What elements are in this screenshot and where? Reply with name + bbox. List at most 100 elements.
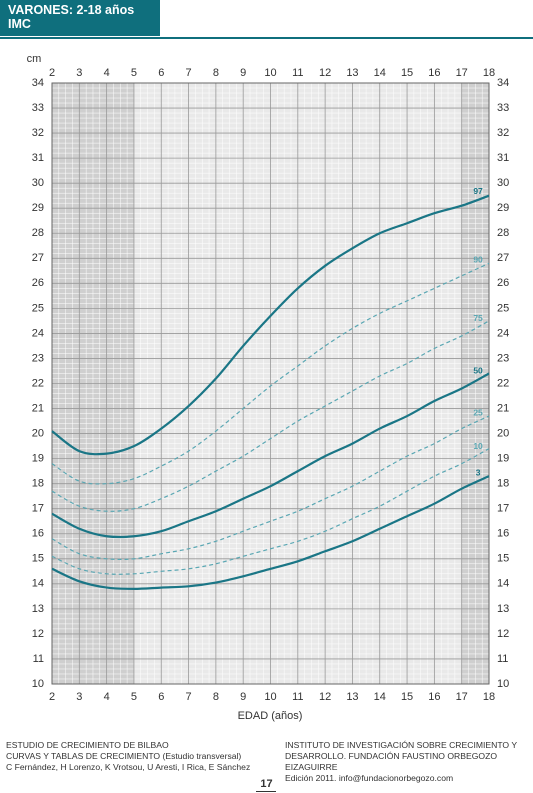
x-tick-label: 15	[401, 67, 413, 79]
x-tick-label: 14	[374, 691, 386, 703]
x-tick-label: 9	[240, 691, 246, 703]
legend-label: 50	[473, 366, 483, 376]
y-tick-label: 13	[32, 603, 44, 615]
y-tick-label: 30	[497, 177, 509, 189]
percentile-line	[51, 320, 490, 512]
y-tick-label: 16	[497, 528, 509, 540]
y-tick-label: 29	[32, 202, 44, 214]
y-tick-label: 31	[32, 152, 44, 164]
legend-label: 10	[473, 441, 483, 451]
percentile-line	[51, 372, 490, 539]
page-number-rule	[256, 791, 276, 792]
y-tick-label: 34	[497, 77, 509, 89]
x-tick-label: 5	[131, 691, 137, 703]
y-tick-label: 24	[32, 327, 44, 339]
y-tick-label: 19	[497, 453, 509, 465]
percentile-line	[51, 475, 490, 590]
percentile-line	[51, 415, 490, 561]
footer-line: INSTITUTO DE INVESTIGACIÓN SOBRE CRECIMI…	[285, 740, 518, 750]
y-tick-label: 32	[32, 127, 44, 139]
x-tick-label: 11	[292, 691, 303, 703]
y-tick-label: 27	[32, 252, 44, 264]
percentile-line	[51, 194, 490, 456]
header: VARONES: 2-18 años IMC	[0, 0, 160, 36]
x-tick-label: 15	[401, 691, 413, 703]
x-tick-label: 9	[240, 67, 246, 79]
x-tick-label: 2	[49, 67, 55, 79]
y-tick-label: 15	[32, 553, 44, 565]
y-tick-label: 12	[497, 628, 509, 640]
footer-right: INSTITUTO DE INVESTIGACIÓN SOBRE CRECIMI…	[285, 740, 533, 784]
x-tick-label: 17	[456, 67, 468, 79]
y-tick-label: 34	[32, 77, 44, 89]
y-tick-label: 17	[497, 503, 509, 515]
legend-label: 3	[476, 467, 481, 477]
x-tick-label: 6	[158, 67, 164, 79]
x-tick-label: 8	[213, 691, 219, 703]
percentile-line	[51, 262, 490, 485]
header-rule	[0, 37, 533, 39]
x-tick-label: 10	[264, 67, 276, 79]
x-tick-label: 12	[319, 67, 331, 79]
footer-line: Edición 2011. info@fundacionorbegozo.com	[285, 773, 454, 783]
footer-left: ESTUDIO DE CRECIMIENTO DE BILBAO CURVAS …	[6, 740, 250, 773]
x-tick-label: 10	[264, 691, 276, 703]
x-tick-label: 8	[213, 67, 219, 79]
x-axis-label: EDAD (años)	[238, 710, 303, 722]
x-tick-label: 13	[346, 67, 358, 79]
footer-line: DESARROLLO. FUNDACIÓN FAUSTINO ORBEGOZO …	[285, 751, 498, 772]
y-tick-label: 15	[497, 553, 509, 565]
y-tick-label: 13	[497, 603, 509, 615]
footer-line: ESTUDIO DE CRECIMIENTO DE BILBAO	[6, 740, 169, 750]
y-tick-label: 33	[497, 102, 509, 114]
y-tick-label: 26	[32, 277, 44, 289]
y-tick-label: 27	[497, 252, 509, 264]
legend-label: 25	[473, 407, 483, 417]
y-tick-label: 24	[497, 327, 509, 339]
y-tick-label: 22	[497, 377, 509, 389]
y-tick-label: 11	[33, 653, 44, 665]
footer-line: C Fernández, H Lorenzo, K Vrotsou, U Are…	[6, 762, 251, 772]
y-tick-label: 21	[497, 402, 509, 414]
x-tick-label: 3	[76, 691, 82, 703]
page-number: 17	[260, 778, 273, 790]
y-tick-label: 28	[32, 227, 44, 239]
y-tick-label: 28	[497, 227, 509, 239]
x-tick-label: 16	[428, 691, 440, 703]
y-tick-label: 31	[497, 152, 509, 164]
y-tick-label: 16	[32, 528, 44, 540]
x-tick-label: 5	[131, 67, 137, 79]
x-tick-label: 18	[483, 691, 495, 703]
header-subtitle: IMC	[8, 17, 31, 31]
y-tick-label: 18	[32, 478, 44, 490]
x-tick-label: 3	[76, 67, 82, 79]
plot-frame	[51, 82, 490, 685]
y-tick-label: 33	[32, 102, 44, 114]
x-tick-label: 14	[374, 67, 386, 79]
y-tick-label: 10	[497, 678, 509, 690]
y-tick-label: 14	[32, 578, 44, 590]
y-tick-label: 23	[32, 352, 44, 364]
x-tick-label: 13	[346, 691, 358, 703]
y-tick-label: 19	[32, 453, 44, 465]
y-tick-label: 20	[32, 427, 44, 439]
y-tick-label: 12	[32, 628, 44, 640]
y-tick-label: 22	[32, 377, 44, 389]
x-tick-label: 7	[186, 691, 192, 703]
y-tick-label: 11	[497, 653, 508, 665]
y-tick-label: 20	[497, 427, 509, 439]
legend-label: 90	[473, 255, 483, 265]
header-title: VARONES: 2-18 años	[8, 3, 135, 17]
y-tick-label: 30	[32, 177, 44, 189]
y-tick-label: 18	[497, 478, 509, 490]
y-tick-label: 25	[497, 302, 509, 314]
x-tick-label: 7	[186, 67, 192, 79]
x-tick-label: 11	[292, 67, 303, 79]
legend-label: 97	[473, 186, 483, 196]
x-tick-label: 12	[319, 691, 331, 703]
y-tick-label: 10	[32, 678, 44, 690]
y-tick-label: 23	[497, 352, 509, 364]
legend-label: 75	[473, 313, 483, 323]
x-tick-label: 18	[483, 67, 495, 79]
